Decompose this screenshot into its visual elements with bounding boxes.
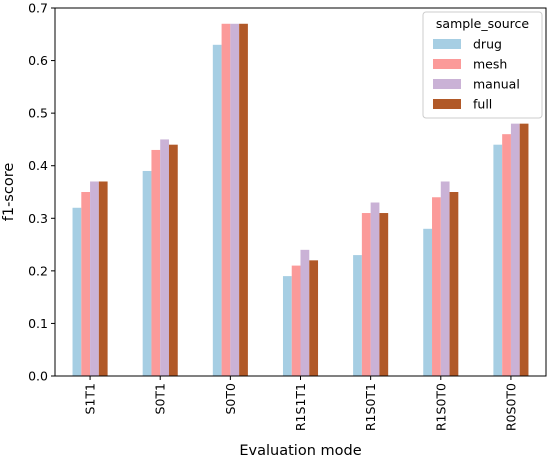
x-tick-label: S1T1 <box>83 383 98 414</box>
bar-full-r1s0t0 <box>449 192 459 376</box>
bar-manual-s1t1 <box>90 181 99 376</box>
y-tick-label: 0.1 <box>28 316 48 331</box>
bar-drug-s0t1 <box>142 170 152 376</box>
bar-full-s0t0 <box>239 23 248 377</box>
bar-full-s0t1 <box>168 144 178 376</box>
bar-mesh-r0s0t0 <box>502 134 511 376</box>
bar-manual-r1s0t1 <box>370 202 380 376</box>
legend-label-manual: manual <box>473 77 520 92</box>
bar-drug-s1t1 <box>72 207 82 376</box>
y-tick-label: 0.7 <box>28 1 48 16</box>
bar-full-r1s1t1 <box>309 260 319 376</box>
bar-mesh-s1t1 <box>81 192 91 376</box>
y-axis: 0.0 0.1 0.2 0.3 0.4 0.5 0.6 0.7 <box>28 1 55 384</box>
legend-title: sample_source <box>436 16 530 31</box>
bar-mesh-r1s1t1 <box>291 265 301 376</box>
bar-mesh-s0t0 <box>221 23 231 377</box>
bar-manual-r1s1t1 <box>300 249 310 376</box>
bar-mesh-r1s0t1 <box>361 213 371 376</box>
bar-mesh-s0t1 <box>151 149 161 376</box>
x-axis: S1T1 S0T1 S0T0 R1S1T1 R1S0T1 R1S0T0 R0S0T0 <box>83 376 518 431</box>
bar-mesh-r1s0t0 <box>432 197 441 376</box>
x-tick-label: R1S0T1 <box>363 383 378 431</box>
bars-group <box>72 23 529 377</box>
legend-label-full: full <box>473 97 492 112</box>
legend-swatch-full <box>433 99 461 109</box>
x-tick-label: R1S1T1 <box>293 383 308 431</box>
legend-box <box>422 11 543 119</box>
y-tick-label: 0.6 <box>28 53 48 68</box>
legend-swatch-mesh <box>433 59 461 69</box>
bar-manual-s0t0 <box>230 23 240 377</box>
bar-drug-s0t0 <box>212 44 222 377</box>
legend-swatch-manual <box>433 79 461 89</box>
x-tick-label: S0T1 <box>153 383 168 414</box>
y-tick-label: 0.3 <box>28 211 48 226</box>
bar-manual-s0t1 <box>160 139 169 376</box>
bar-drug-r0s0t0 <box>493 144 503 376</box>
bar-drug-r1s0t1 <box>353 255 362 376</box>
bar-drug-r1s0t0 <box>423 228 433 376</box>
legend-swatch-drug <box>433 39 461 49</box>
legend: sample_source drug mesh manual full <box>422 11 543 119</box>
bar-full-s1t1 <box>98 181 108 376</box>
x-tick-label: S0T0 <box>223 383 238 415</box>
legend-label-mesh: mesh <box>473 57 507 72</box>
y-tick-label: 0.2 <box>28 263 48 278</box>
bar-full-r1s0t1 <box>379 213 389 376</box>
bar-manual-r0s0t0 <box>510 123 520 377</box>
y-axis-label: f1-score <box>1 163 17 222</box>
x-axis-label: Evaluation mode <box>239 443 361 458</box>
y-tick-label: 0.4 <box>28 158 48 173</box>
y-tick-label: 0.0 <box>28 369 48 384</box>
plot-frame <box>54 7 547 377</box>
x-tick-label: R1S0T0 <box>433 383 448 431</box>
bar-manual-r1s0t0 <box>440 181 450 376</box>
y-tick-label: 0.5 <box>28 106 48 121</box>
x-tick-label: R0S0T0 <box>503 383 518 431</box>
legend-label-drug: drug <box>473 37 502 52</box>
bar-full-r0s0t0 <box>519 123 529 377</box>
bar-drug-r1s1t1 <box>282 276 292 376</box>
